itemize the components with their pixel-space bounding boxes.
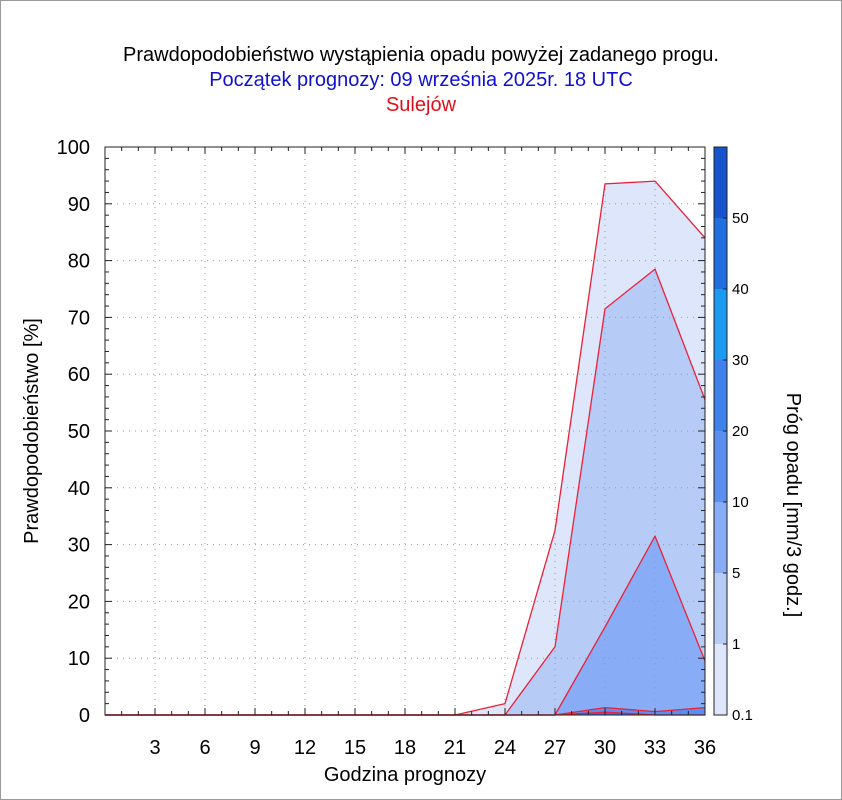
x-tick-label: 18 bbox=[394, 737, 416, 759]
colorbar-segment bbox=[714, 147, 727, 218]
y-tick-label: 0 bbox=[79, 705, 90, 727]
x-tick-label: 6 bbox=[199, 737, 210, 759]
colorbar-segment bbox=[714, 360, 727, 431]
colorbar-tick-label: 20 bbox=[732, 423, 749, 440]
y-tick-label: 20 bbox=[68, 591, 90, 613]
axis-ticks bbox=[104, 146, 706, 716]
y-tick-label: 100 bbox=[57, 137, 90, 159]
x-tick-label: 15 bbox=[344, 737, 366, 759]
x-tick-label: 3 bbox=[149, 737, 160, 759]
x-tick-label: 21 bbox=[444, 737, 466, 759]
colorbar-tick-label: 30 bbox=[732, 352, 749, 369]
y-tick-label: 70 bbox=[68, 307, 90, 329]
colorbar: 0.1 1 5 10 20 30 40 50 bbox=[713, 146, 753, 724]
colorbar-segment bbox=[714, 502, 727, 573]
colorbar-tick-label: 5 bbox=[732, 565, 740, 582]
colorbar-segment bbox=[714, 644, 727, 715]
y-tick-label: 50 bbox=[68, 421, 90, 443]
location-label: Sulejów bbox=[385, 94, 457, 116]
colorbar-tick-label: 50 bbox=[732, 210, 749, 227]
x-tick-label: 27 bbox=[544, 737, 566, 759]
colorbar-tick-label: 10 bbox=[732, 494, 749, 511]
colorbar-segment bbox=[714, 289, 727, 360]
tick-labels: 3 6 9 12 15 18 21 24 27 30 33 360102030405060708090… bbox=[57, 137, 717, 759]
colorbar-segment bbox=[714, 431, 727, 502]
x-tick-label: 36 bbox=[694, 737, 716, 759]
y-tick-label: 60 bbox=[68, 364, 90, 386]
y-tick-label: 40 bbox=[68, 478, 90, 500]
colorbar-tick-label: 40 bbox=[732, 281, 749, 298]
y-tick-label: 90 bbox=[68, 194, 90, 216]
colorbar-segment bbox=[714, 573, 727, 644]
chart-title: Prawdopodobieństwo wystąpienia opadu pow… bbox=[123, 44, 719, 66]
colorbar-segment bbox=[714, 218, 727, 289]
x-tick-label: 30 bbox=[594, 737, 616, 759]
x-tick-label: 33 bbox=[644, 737, 666, 759]
colorbar-tick-label: 0.1 bbox=[732, 707, 753, 724]
y-tick-label: 10 bbox=[68, 648, 90, 670]
x-tick-label: 12 bbox=[294, 737, 316, 759]
x-axis-label: Godzina prognozy bbox=[324, 764, 486, 786]
area-threshold-5 bbox=[105, 536, 705, 715]
y-axis-label: Prawdopodobieństwo [%] bbox=[21, 318, 43, 544]
y-tick-label: 30 bbox=[68, 535, 90, 557]
colorbar-label: Próg opadu [mm/3 godz.] bbox=[782, 393, 804, 618]
y-tick-label: 80 bbox=[68, 251, 90, 273]
x-tick-label: 24 bbox=[494, 737, 516, 759]
area-threshold-0.1 bbox=[105, 181, 705, 716]
x-tick-label: 9 bbox=[249, 737, 260, 759]
forecast-start-subtitle: Początek prognozy: 09 września 2025r. 18… bbox=[209, 69, 633, 91]
colorbar-tick-label: 1 bbox=[732, 636, 740, 653]
